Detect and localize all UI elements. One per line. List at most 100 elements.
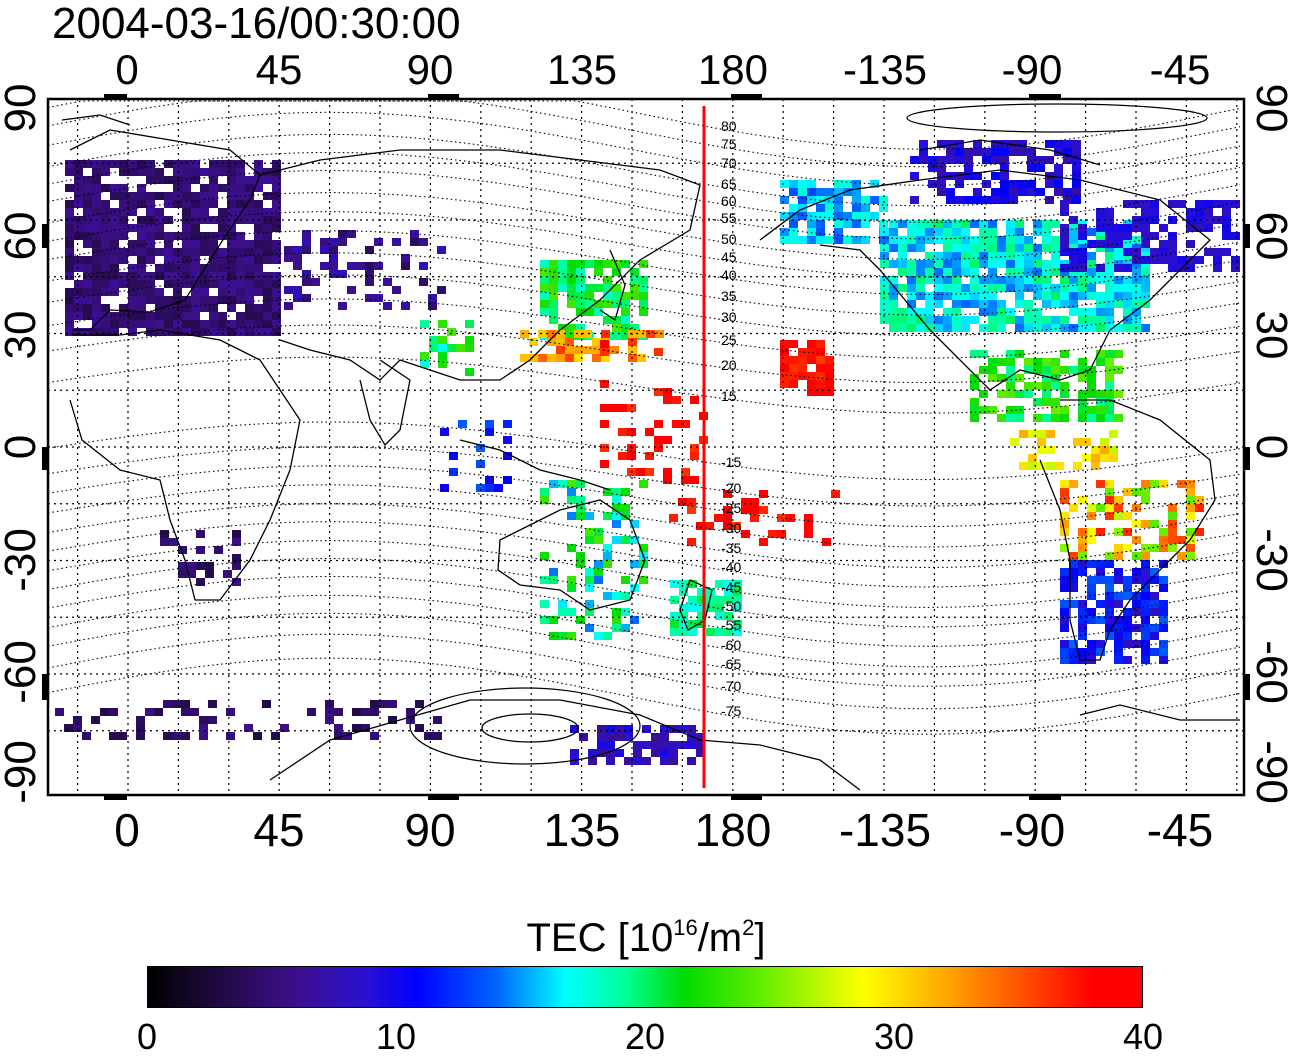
lat-tick-label-left: -30 — [0, 528, 45, 592]
tec-cell — [1123, 264, 1132, 272]
tec-cell — [1159, 480, 1168, 488]
tec-cell — [1051, 382, 1060, 390]
tec-cell — [789, 204, 798, 212]
contour-loop — [481, 713, 579, 743]
tec-cell — [1015, 284, 1024, 292]
tec-cell — [1123, 224, 1132, 232]
colorbar-tick-label: 40 — [1122, 1016, 1164, 1057]
tec-cell — [1141, 200, 1150, 208]
tec-cell — [1028, 462, 1037, 470]
tec-cell — [272, 280, 281, 288]
tec-cell — [558, 600, 567, 608]
tec-cell — [715, 628, 724, 636]
tec-cell — [639, 284, 648, 292]
tec-cell — [1114, 568, 1123, 576]
tec-cell — [780, 364, 789, 372]
tec-cell — [1168, 528, 1177, 536]
tec-cell — [732, 522, 741, 530]
contour-label: 25 — [721, 332, 737, 348]
tec-cell — [670, 620, 679, 628]
tec-cell — [101, 288, 110, 296]
tec-cell — [164, 320, 173, 328]
tec-cell — [889, 292, 898, 300]
tec-cell — [798, 188, 807, 196]
tec-cell — [83, 272, 92, 280]
tec-cell — [83, 232, 92, 240]
tec-cell — [1000, 172, 1009, 180]
tec-cell — [101, 304, 110, 312]
tec-cell — [970, 300, 979, 308]
tec-cell — [898, 284, 907, 292]
tec-cell — [961, 292, 970, 300]
tec-cell — [1033, 284, 1042, 292]
tec-cell — [715, 580, 724, 588]
tec-cell — [907, 316, 916, 324]
tec-cell — [1087, 616, 1096, 624]
tec-cell — [1078, 624, 1087, 632]
tec-cell — [1015, 276, 1024, 284]
tec-cell — [155, 176, 164, 184]
tec-cell — [227, 296, 236, 304]
tec-cell — [991, 188, 1000, 196]
tec-cell — [1078, 560, 1087, 568]
tec-cell — [651, 749, 660, 757]
tec-cell — [1073, 462, 1082, 470]
tec-cell — [458, 420, 467, 428]
tec-cell — [236, 200, 245, 208]
tec-cell — [612, 332, 621, 340]
contour-label: -55 — [721, 617, 741, 633]
tec-cell — [538, 330, 547, 338]
tec-cell — [1096, 292, 1105, 300]
tec-cell — [1087, 308, 1096, 316]
tec-cell — [1186, 504, 1195, 512]
tec-cell — [798, 236, 807, 244]
tec-cell — [789, 180, 798, 188]
tec-cell — [65, 184, 74, 192]
contour-line — [47, 465, 1241, 528]
tec-cell — [970, 252, 979, 260]
tec-cell — [415, 724, 424, 732]
tec-cell — [74, 184, 83, 192]
tec-cell — [870, 212, 879, 220]
tec-cell — [592, 346, 601, 354]
tec-cell — [245, 296, 254, 304]
tec-cell — [1109, 446, 1118, 454]
tec-cell — [780, 380, 789, 388]
tec-cell — [74, 224, 83, 232]
coastline — [269, 699, 861, 791]
tec-cell — [1087, 276, 1096, 284]
tec-cell — [119, 184, 128, 192]
tec-cell — [65, 216, 74, 224]
tec-cell — [236, 288, 245, 296]
tec-cell — [955, 156, 964, 164]
tec-cell — [137, 280, 146, 288]
tec-cell — [1006, 406, 1015, 414]
tec-cell — [1054, 172, 1063, 180]
tec-cell — [576, 496, 585, 504]
tec-cell — [182, 280, 191, 288]
tec-cell — [603, 260, 612, 268]
tec-cell — [449, 468, 458, 476]
tec-cell — [688, 580, 697, 588]
tec-cell — [1027, 180, 1036, 188]
tec-cell — [1042, 292, 1051, 300]
contour-label: 80 — [721, 118, 737, 134]
tec-cell — [934, 236, 943, 244]
tec-cell — [688, 604, 697, 612]
tec-cell — [618, 428, 627, 436]
tec-cell — [1069, 216, 1078, 224]
tec-cell — [1051, 316, 1060, 324]
tec-cell — [146, 232, 155, 240]
tec-cell — [687, 506, 696, 514]
tec-cell — [155, 272, 164, 280]
tec-cell — [428, 294, 437, 302]
tec-cell — [1060, 200, 1069, 208]
lon-tick-label-bottom: 45 — [253, 804, 304, 856]
tec-cell — [603, 488, 612, 496]
tec-cell — [621, 308, 630, 316]
tec-cell — [1141, 592, 1150, 600]
tec-cell — [1141, 496, 1150, 504]
tec-cell — [723, 506, 732, 514]
tec-cell — [642, 725, 651, 733]
tec-cell — [879, 196, 888, 204]
